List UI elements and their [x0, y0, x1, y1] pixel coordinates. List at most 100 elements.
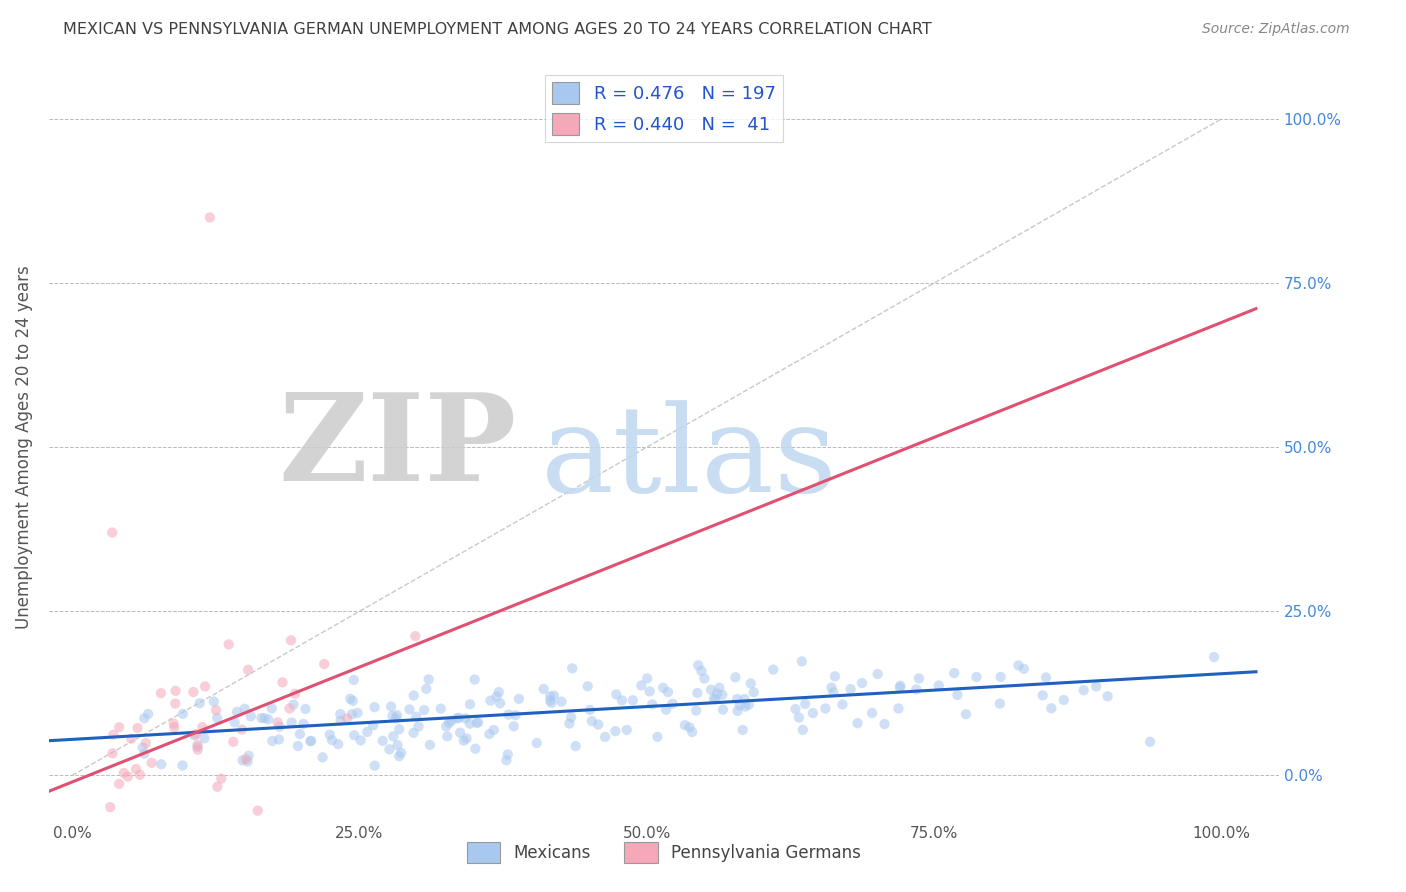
Point: [581, 714, 603, 728]
Point: [488, 685, 510, 699]
Point: [734, 699, 756, 714]
Point: [380, 699, 402, 714]
Point: [657, 685, 679, 699]
Point: [101, 525, 124, 540]
Point: [630, 678, 652, 692]
Point: [851, 676, 873, 690]
Point: [846, 716, 869, 731]
Point: [467, 715, 489, 730]
Point: [655, 703, 678, 717]
Point: [387, 738, 409, 752]
Point: [678, 720, 700, 734]
Point: [446, 711, 468, 725]
Point: [287, 739, 309, 753]
Point: [709, 681, 731, 695]
Point: [260, 701, 283, 715]
Point: [224, 715, 246, 730]
Point: [388, 749, 411, 764]
Point: [356, 725, 378, 739]
Point: [108, 720, 131, 734]
Point: [205, 711, 228, 725]
Point: [299, 733, 322, 747]
Point: [284, 687, 307, 701]
Point: [314, 657, 336, 671]
Point: [946, 688, 969, 702]
Point: [141, 756, 163, 770]
Point: [703, 691, 725, 706]
Point: [464, 673, 486, 687]
Point: [134, 747, 156, 761]
Point: [673, 718, 696, 732]
Point: [329, 707, 352, 722]
Point: [638, 684, 661, 698]
Point: [814, 701, 837, 715]
Point: [125, 762, 148, 776]
Point: [162, 716, 184, 731]
Point: [1007, 658, 1029, 673]
Point: [246, 804, 269, 818]
Point: [253, 711, 276, 725]
Point: [988, 697, 1011, 711]
Point: [742, 685, 765, 699]
Legend: R = 0.476   N = 197, R = 0.440   N =  41: R = 0.476 N = 197, R = 0.440 N = 41: [546, 75, 783, 142]
Point: [235, 752, 257, 766]
Point: [558, 716, 581, 731]
Point: [478, 727, 501, 741]
Point: [262, 734, 284, 748]
Text: MEXICAN VS PENNSYLVANIA GERMAN UNEMPLOYMENT AMONG AGES 20 TO 24 YEARS CORRELATIO: MEXICAN VS PENNSYLVANIA GERMAN UNEMPLOYM…: [63, 22, 932, 37]
Point: [231, 723, 253, 737]
Point: [889, 679, 911, 693]
Point: [382, 730, 405, 744]
Point: [321, 733, 343, 747]
Point: [526, 736, 548, 750]
Point: [257, 712, 280, 726]
Point: [447, 711, 470, 725]
Point: [711, 688, 734, 702]
Point: [184, 727, 207, 741]
Point: [560, 710, 582, 724]
Y-axis label: Unemployment Among Ages 20 to 24 years: Unemployment Among Ages 20 to 24 years: [15, 265, 32, 629]
Point: [198, 211, 221, 225]
Point: [101, 747, 124, 761]
Point: [550, 695, 572, 709]
Point: [616, 723, 638, 737]
Point: [1097, 690, 1119, 704]
Point: [363, 700, 385, 714]
Point: [453, 733, 475, 747]
Point: [740, 676, 762, 690]
Point: [339, 691, 361, 706]
Point: [605, 724, 627, 739]
Point: [326, 737, 349, 751]
Point: [1040, 701, 1063, 715]
Point: [292, 717, 315, 731]
Point: [681, 725, 703, 739]
Point: [464, 741, 486, 756]
Point: [343, 673, 366, 687]
Point: [688, 658, 710, 673]
Point: [727, 704, 749, 718]
Point: [207, 780, 229, 794]
Point: [647, 730, 669, 744]
Point: [586, 717, 609, 731]
Point: [120, 731, 142, 746]
Point: [238, 748, 260, 763]
Point: [965, 670, 987, 684]
Point: [990, 670, 1012, 684]
Point: [340, 707, 363, 722]
Point: [112, 766, 135, 780]
Point: [1035, 670, 1057, 684]
Point: [533, 681, 555, 696]
Point: [408, 719, 430, 733]
Point: [266, 715, 288, 730]
Point: [267, 732, 290, 747]
Point: [209, 772, 232, 786]
Point: [187, 742, 209, 756]
Point: [378, 742, 401, 756]
Point: [134, 711, 156, 725]
Point: [482, 723, 505, 737]
Point: [711, 702, 734, 716]
Point: [543, 689, 565, 703]
Point: [135, 736, 157, 750]
Point: [288, 727, 311, 741]
Point: [685, 704, 707, 718]
